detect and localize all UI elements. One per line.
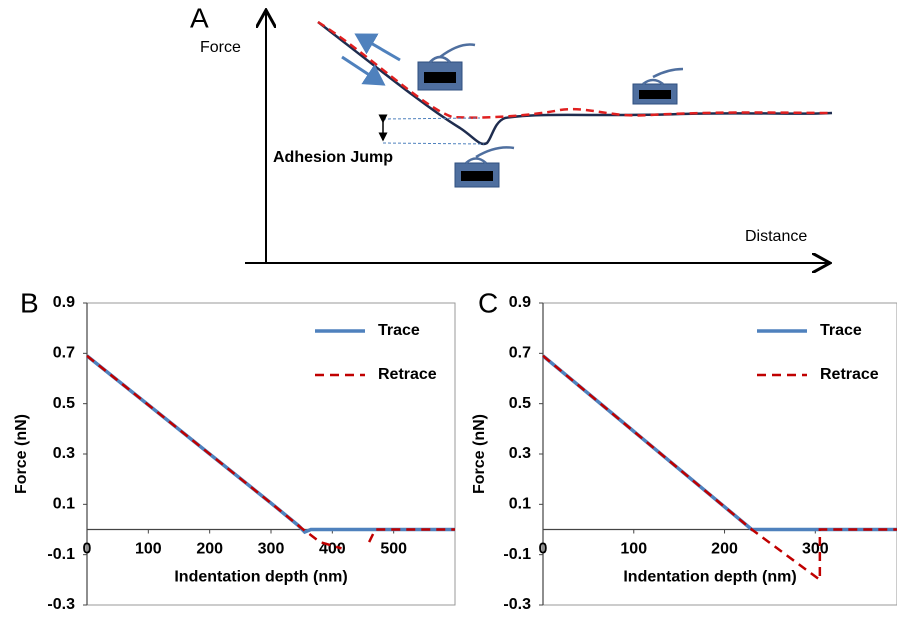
legend-label: Trace	[820, 322, 862, 339]
schematic-trace	[317, 21, 833, 146]
y-axis-title: Force (nN)	[13, 414, 30, 494]
y-tick-label: -0.3	[47, 596, 75, 613]
x-tick-label: 100	[135, 541, 162, 558]
direction-arrow	[354, 33, 401, 62]
x-tick-label: 0	[83, 541, 92, 558]
schematic-retrace	[317, 20, 833, 119]
x-axis-title: Distance	[745, 228, 807, 245]
panel-label: A	[190, 2, 209, 33]
x-axis-title: Indentation depth (nm)	[174, 569, 347, 586]
y-tick-label: 0.1	[509, 496, 531, 513]
panel-label: C	[478, 287, 498, 318]
chart-panel: C Force (nN) Indentation depth (nm) 0.9 0.7 0…	[471, 287, 897, 613]
annotation: Adhesion Jump	[273, 149, 393, 166]
series-line	[542, 354, 897, 583]
panel-a: A Force Distance Adhesion Jump	[190, 2, 833, 263]
cantilever-icon	[454, 146, 515, 188]
y-tick-label: 0.7	[53, 345, 75, 362]
y-tick-label: -0.1	[503, 546, 531, 563]
y-tick-label: 0.3	[509, 445, 531, 462]
cantilever-icon	[632, 67, 684, 105]
y-tick-label: -0.3	[503, 596, 531, 613]
legend-label: Retrace	[378, 366, 437, 383]
guide-line	[382, 117, 481, 120]
chart-panel: B Force (nN) Indentation depth (nm) 0.9 0.7 0…	[13, 287, 456, 613]
y-tick-label: -0.1	[47, 546, 75, 563]
guide-line	[382, 142, 485, 145]
x-tick-label: 200	[196, 541, 223, 558]
x-tick-label: 100	[620, 541, 647, 558]
x-tick-label: 500	[380, 541, 407, 558]
y-axis-title: Force (nN)	[471, 414, 488, 494]
y-axis-title: Force	[200, 39, 241, 56]
direction-arrow	[341, 55, 386, 86]
panel-label: B	[20, 287, 39, 318]
y-tick-label: 0.9	[509, 294, 531, 311]
cantilever-icon	[417, 43, 476, 91]
x-tick-label: 300	[802, 541, 829, 558]
y-tick-label: 0.5	[509, 395, 531, 412]
y-tick-label: 0.7	[509, 345, 531, 362]
y-tick-label: 0.3	[53, 445, 75, 462]
y-tick-label: 0.9	[53, 294, 75, 311]
plot-frame	[542, 302, 897, 606]
plot-frame	[86, 302, 456, 606]
y-tick-label: 0.1	[53, 496, 75, 513]
y-tick-label: 0.5	[53, 395, 75, 412]
series-line	[86, 354, 455, 550]
x-tick-label: 0	[539, 541, 548, 558]
x-tick-label: 200	[711, 541, 738, 558]
x-axis-title: Indentation depth (nm)	[623, 569, 796, 586]
x-tick-label: 300	[258, 541, 285, 558]
legend-label: Trace	[378, 322, 420, 339]
legend-label: Retrace	[820, 366, 879, 383]
